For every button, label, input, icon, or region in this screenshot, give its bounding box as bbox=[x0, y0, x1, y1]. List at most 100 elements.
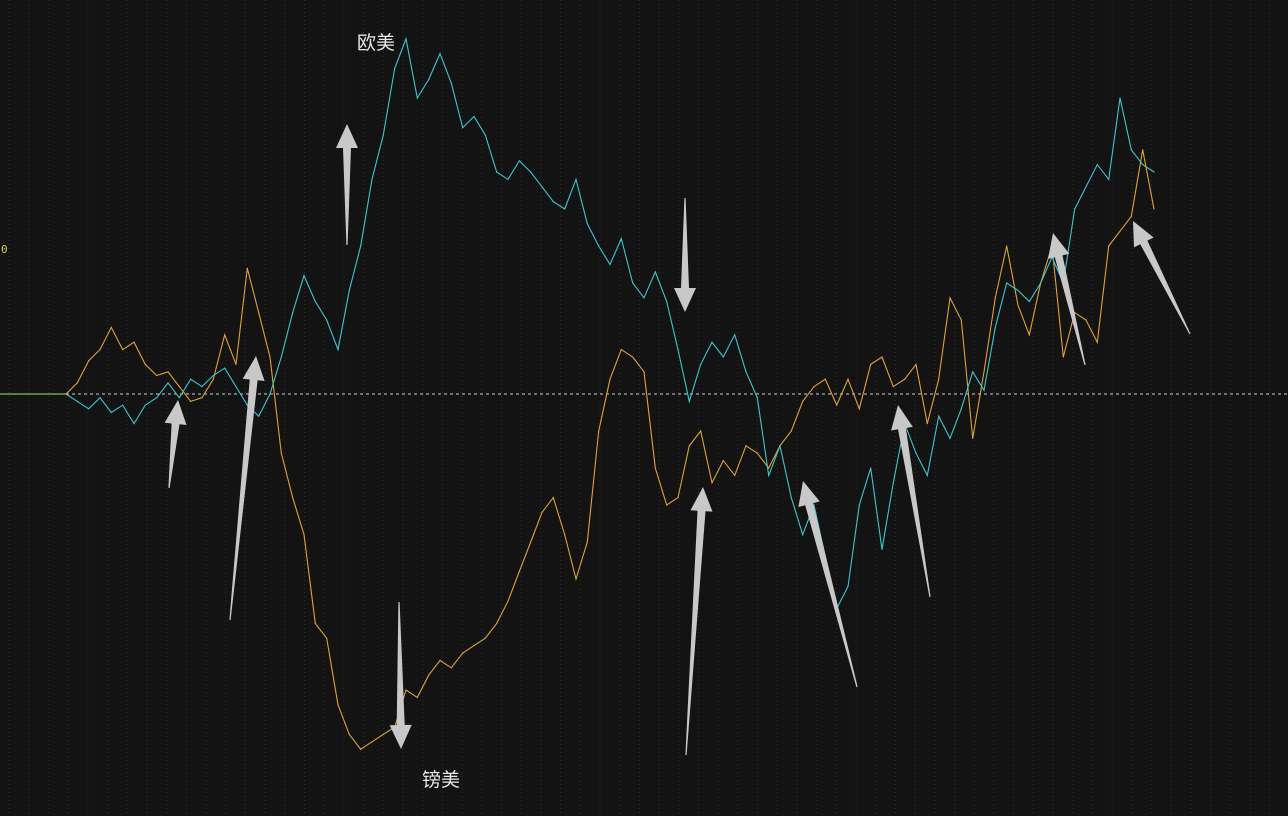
point-gbp bbox=[745, 445, 747, 447]
point-gbp bbox=[586, 541, 588, 543]
point-eur bbox=[813, 504, 815, 506]
point-gbp bbox=[348, 733, 350, 736]
point-eur bbox=[768, 474, 770, 476]
point-eur bbox=[314, 300, 316, 303]
point-gbp bbox=[462, 652, 464, 654]
point-eur bbox=[235, 386, 237, 388]
point-eur bbox=[620, 238, 622, 240]
point-eur bbox=[303, 275, 305, 277]
vertical-grid bbox=[8, 0, 1271, 816]
point-gbp bbox=[722, 460, 724, 462]
point-eur bbox=[892, 482, 894, 484]
point-gbp bbox=[314, 622, 316, 625]
point-gbp bbox=[847, 378, 849, 380]
point-gbp bbox=[303, 534, 305, 536]
point-eur bbox=[949, 437, 951, 439]
point-gbp bbox=[518, 571, 520, 573]
point-eur bbox=[133, 423, 135, 425]
point-eur bbox=[337, 349, 339, 351]
point-gbp bbox=[802, 400, 804, 402]
point-gbp bbox=[337, 704, 339, 706]
point-gbp bbox=[190, 400, 192, 402]
point-eur bbox=[76, 400, 78, 402]
zero-tick-label: 0 bbox=[1, 243, 8, 256]
point-eur bbox=[1028, 300, 1030, 303]
point-gbp bbox=[813, 386, 815, 388]
point-gbp bbox=[870, 363, 872, 365]
point-gbp bbox=[144, 363, 146, 365]
point-gbp bbox=[983, 371, 985, 373]
point-eur bbox=[688, 400, 690, 402]
point-eur bbox=[790, 497, 792, 499]
point-gbp bbox=[110, 326, 112, 328]
point-eur bbox=[530, 171, 532, 173]
point-gbp bbox=[496, 622, 498, 625]
point-gbp bbox=[1085, 319, 1087, 321]
point-eur bbox=[1108, 178, 1110, 180]
point-eur bbox=[439, 53, 441, 55]
point-gbp bbox=[1153, 208, 1155, 210]
point-gbp bbox=[960, 319, 962, 321]
point-gbp bbox=[292, 497, 294, 499]
point-eur bbox=[518, 160, 520, 162]
point-eur bbox=[360, 245, 362, 247]
point-gbp bbox=[1017, 304, 1019, 306]
point-eur bbox=[1074, 208, 1076, 210]
point-gbp bbox=[915, 363, 917, 365]
point-eur bbox=[564, 208, 566, 210]
point-gbp bbox=[552, 497, 554, 499]
point-gbp bbox=[1028, 334, 1030, 336]
point-eur bbox=[258, 415, 260, 417]
point-eur bbox=[496, 171, 498, 173]
point-gbp bbox=[836, 404, 838, 406]
point-gbp bbox=[734, 474, 736, 476]
point-eur bbox=[541, 186, 543, 188]
point-eur bbox=[1085, 186, 1087, 188]
point-eur bbox=[722, 356, 724, 358]
point-gbp bbox=[541, 511, 543, 513]
point-eur bbox=[1130, 149, 1132, 151]
point-gbp bbox=[473, 645, 475, 647]
point-eur bbox=[881, 548, 883, 551]
point-gbp bbox=[994, 297, 996, 299]
point-gbp bbox=[1108, 245, 1110, 247]
point-gbp bbox=[428, 674, 430, 676]
point-gbp bbox=[507, 600, 509, 602]
point-gbp bbox=[246, 267, 248, 269]
point-gbp bbox=[484, 637, 486, 639]
point-gbp bbox=[711, 482, 713, 484]
point-gbp bbox=[360, 748, 362, 750]
point-gbp bbox=[938, 378, 940, 380]
point-gbp bbox=[700, 430, 702, 432]
point-eur bbox=[394, 67, 396, 69]
point-eur bbox=[1142, 164, 1144, 166]
point-gbp bbox=[1130, 215, 1132, 217]
point-eur bbox=[484, 134, 486, 136]
point-eur bbox=[654, 271, 656, 273]
point-gbp bbox=[654, 467, 656, 469]
point-eur bbox=[88, 408, 90, 410]
point-eur bbox=[994, 326, 996, 328]
point-gbp bbox=[258, 312, 260, 314]
point-gbp bbox=[1006, 245, 1008, 247]
point-eur bbox=[269, 393, 271, 395]
point-eur bbox=[224, 367, 226, 369]
point-gbp bbox=[575, 578, 577, 580]
point-gbp bbox=[972, 437, 974, 439]
annotation-arrow bbox=[229, 356, 265, 621]
point-gbp bbox=[790, 430, 792, 432]
point-gbp bbox=[620, 349, 622, 351]
point-eur bbox=[405, 38, 407, 40]
annotation-arrow bbox=[164, 400, 187, 489]
point-gbp bbox=[326, 637, 328, 639]
point-eur bbox=[972, 371, 974, 373]
point-eur bbox=[144, 404, 146, 406]
point-eur bbox=[1017, 289, 1019, 291]
point-gbp bbox=[598, 430, 600, 432]
point-eur bbox=[745, 371, 747, 373]
point-gbp bbox=[666, 504, 668, 506]
annotation-arrow bbox=[891, 405, 931, 598]
point-eur bbox=[643, 297, 645, 299]
